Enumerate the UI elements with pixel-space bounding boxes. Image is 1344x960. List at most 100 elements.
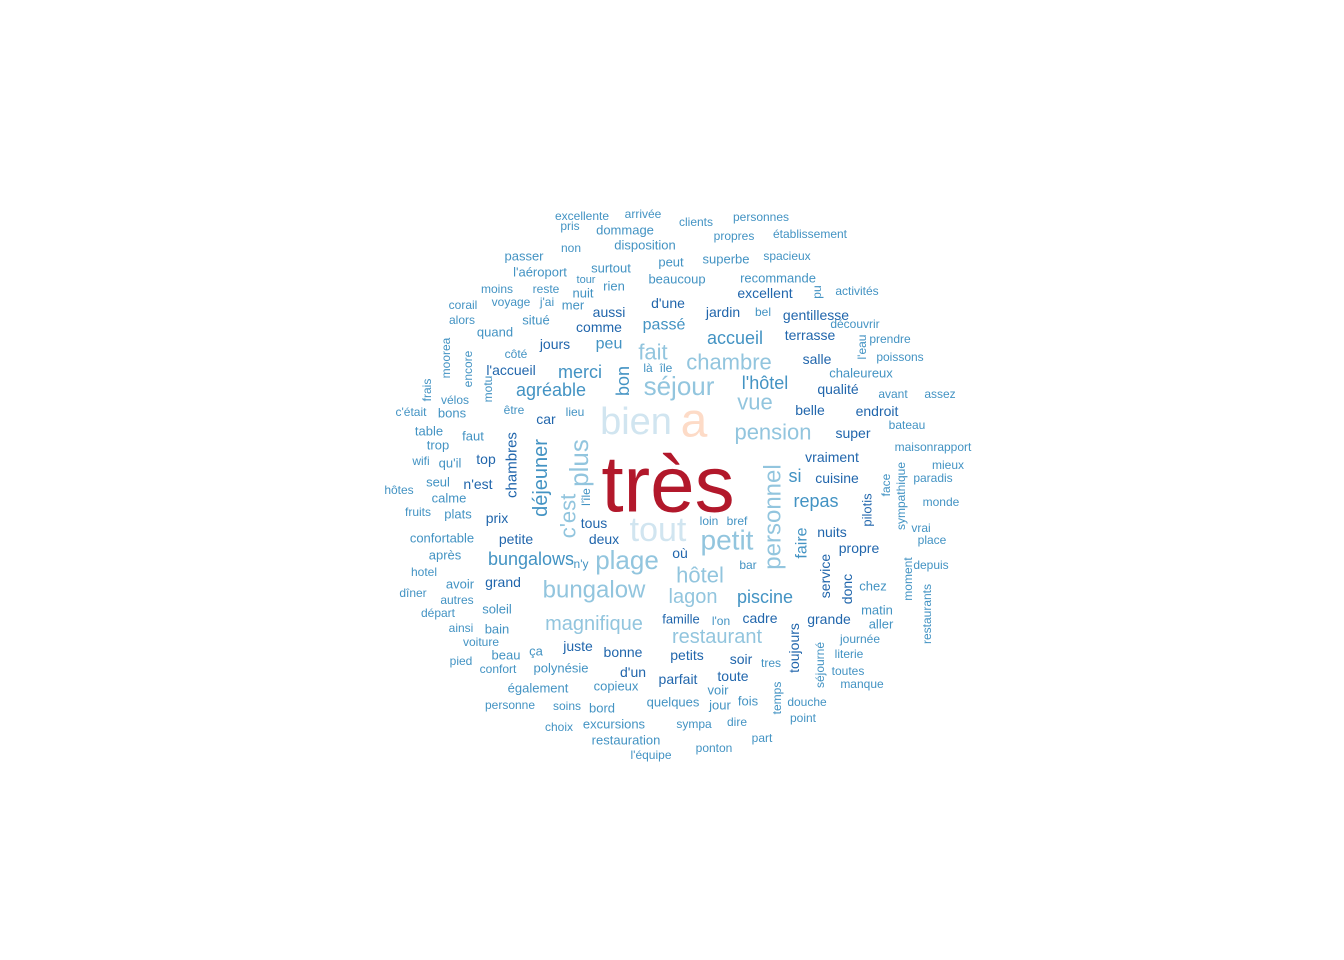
- cloud-word: trop: [427, 438, 449, 453]
- cloud-word: restauration: [592, 733, 661, 748]
- cloud-word: tous: [581, 515, 607, 531]
- cloud-word: bons: [438, 406, 467, 421]
- cloud-word: top: [476, 451, 496, 467]
- cloud-word: cadre: [742, 610, 777, 626]
- cloud-word: douche: [787, 695, 827, 709]
- cloud-word: face: [879, 473, 893, 496]
- cloud-word: moment: [901, 557, 915, 601]
- cloud-word: surtout: [591, 261, 631, 276]
- cloud-word: voiture: [463, 635, 499, 649]
- cloud-word: l'île: [579, 488, 593, 506]
- cloud-word: dommage: [596, 223, 654, 238]
- cloud-word: table: [415, 424, 443, 439]
- cloud-word: plage: [595, 545, 659, 575]
- cloud-word: petite: [499, 531, 533, 547]
- cloud-word: chambre: [686, 350, 772, 375]
- cloud-word: assez: [924, 387, 955, 401]
- cloud-word: si: [789, 466, 802, 486]
- cloud-word: grande: [807, 611, 851, 627]
- cloud-word: qu'il: [439, 456, 462, 471]
- cloud-word: personnes: [733, 210, 789, 224]
- cloud-word: moorea: [439, 337, 453, 378]
- cloud-word: merci: [558, 362, 602, 382]
- cloud-word: quand: [477, 325, 513, 340]
- cloud-word: pu: [810, 285, 824, 298]
- cloud-word: après: [429, 548, 462, 563]
- cloud-word: plus: [564, 439, 594, 487]
- cloud-word: journée: [839, 632, 880, 646]
- cloud-word: découvrir: [830, 317, 879, 331]
- cloud-word: n'y: [574, 557, 589, 571]
- cloud-word: autres: [440, 593, 473, 607]
- cloud-word: soir: [730, 651, 753, 667]
- cloud-word: loin: [700, 514, 719, 528]
- cloud-word: endroit: [856, 403, 899, 419]
- cloud-word: voyage: [492, 295, 531, 309]
- cloud-word: copieux: [594, 679, 639, 694]
- cloud-word: jour: [708, 698, 731, 713]
- cloud-word: calme: [432, 491, 467, 506]
- cloud-word: séjour: [644, 371, 715, 401]
- cloud-word: encore: [461, 350, 475, 387]
- cloud-word: établissement: [773, 227, 848, 241]
- cloud-word: moins: [481, 282, 513, 296]
- cloud-word: spacieux: [763, 249, 810, 263]
- cloud-word: là: [643, 361, 653, 375]
- cloud-word: être: [504, 403, 525, 417]
- cloud-word: cuisine: [815, 470, 859, 486]
- cloud-word: pied: [450, 654, 473, 668]
- cloud-word: beaucoup: [648, 272, 705, 287]
- cloud-word: choix: [545, 720, 573, 734]
- cloud-word: l'eau: [855, 335, 869, 360]
- cloud-word: jardin: [705, 304, 740, 320]
- cloud-word: départ: [421, 606, 456, 620]
- cloud-word: bateau: [889, 418, 926, 432]
- cloud-word: sympa: [676, 717, 712, 731]
- cloud-word: donc: [839, 574, 855, 604]
- cloud-word: arrivée: [625, 207, 662, 221]
- cloud-word: bain: [485, 622, 510, 637]
- cloud-word: bar: [739, 558, 756, 572]
- cloud-word: monde: [923, 495, 960, 509]
- cloud-word: juste: [562, 638, 593, 654]
- cloud-word: car: [536, 411, 556, 427]
- cloud-word: confortable: [410, 531, 474, 546]
- cloud-word: agréable: [516, 380, 586, 400]
- cloud-word: accueil: [707, 328, 763, 348]
- cloud-word: tour: [577, 274, 596, 286]
- cloud-word: plats: [444, 507, 472, 522]
- cloud-word: avant: [878, 387, 908, 401]
- cloud-word: n'est: [463, 476, 492, 492]
- cloud-word: déjeuner: [530, 439, 552, 517]
- cloud-word: soleil: [482, 602, 512, 617]
- cloud-word: ça: [529, 644, 544, 659]
- cloud-word: depuis: [913, 558, 948, 572]
- cloud-word: maisonrapport: [895, 440, 972, 454]
- cloud-word: pension: [734, 420, 811, 445]
- cloud-word: seul: [426, 475, 450, 490]
- cloud-word: j'ai: [539, 295, 554, 309]
- cloud-word: faire: [794, 527, 811, 558]
- cloud-word: fois: [738, 694, 759, 709]
- cloud-word: prendre: [869, 332, 911, 346]
- cloud-word: mieux: [932, 458, 964, 472]
- cloud-word: service: [817, 554, 833, 599]
- cloud-word: chaleureux: [829, 366, 893, 381]
- cloud-word: c'était: [396, 405, 428, 419]
- cloud-word: literie: [835, 647, 864, 661]
- cloud-word: wifi: [411, 454, 429, 468]
- cloud-word: propres: [714, 229, 755, 243]
- cloud-word: bref: [727, 514, 748, 528]
- cloud-word: alors: [449, 313, 475, 327]
- cloud-word: ainsi: [449, 621, 474, 635]
- cloud-word: peu: [596, 336, 623, 353]
- cloud-word: grand: [485, 574, 521, 590]
- cloud-word: également: [508, 681, 569, 696]
- cloud-word: salle: [803, 351, 832, 367]
- cloud-word: comme: [576, 319, 622, 335]
- cloud-word: parfait: [659, 671, 698, 687]
- cloud-word: l'on: [712, 614, 730, 628]
- cloud-word: superbe: [703, 252, 750, 267]
- cloud-word: bien: [600, 401, 672, 443]
- cloud-word: belle: [795, 402, 825, 418]
